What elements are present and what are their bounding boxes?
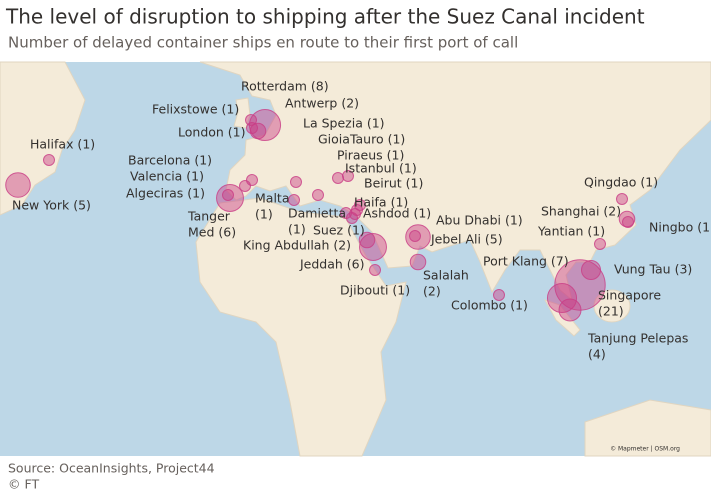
port-bubble [493,289,505,301]
port-bubble [43,154,55,166]
port-label: Jebel Ali (5) [430,232,503,247]
port-label: Malta [255,191,289,206]
port-label: Felixstowe (1) [152,102,239,117]
map-credit: © Mapmeter | OSM.org [610,446,680,453]
port-label: (21) [598,304,624,319]
port-label: London (1) [178,125,246,140]
port-bubble [358,231,376,249]
port-label: New York (5) [12,198,91,213]
port-label: La Spezia (1) [303,116,385,131]
port-bubble [246,122,258,134]
port-label: Istanbul (1) [345,161,417,176]
port-label: Antwerp (2) [285,96,359,111]
port-bubble [249,122,267,140]
port-label: Rotterdam (8) [241,79,329,94]
port-label: GioiaTauro (1) [318,132,405,147]
port-label: Abu Dhabi (1) [436,213,523,228]
port-label: Suez (1) [313,223,365,238]
port-label: Med (6) [188,225,236,240]
port-bubble [618,210,636,228]
port-bubble [594,238,606,250]
port-bubble [622,216,634,228]
port-label: Port Klang (7) [483,254,569,269]
port-label: Algeciras (1) [126,186,205,201]
port-label: Piraeus (1) [337,148,404,163]
port-label: Colombo (1) [451,298,528,313]
port-label: Ashdod (1) [363,206,431,221]
port-label: Vung Tau (3) [614,262,692,277]
port-bubble [616,193,628,205]
source: Source: OceanInsights, Project44 [8,461,215,476]
title: The level of disruption to shipping afte… [5,5,645,29]
port-label: (2) [423,284,441,299]
port-label: Ningbo (1) [649,220,711,235]
port-bubble [546,282,578,314]
basemap [0,61,711,457]
port-bubble [332,172,344,184]
port-bubble [5,172,31,198]
port-label: Qingdao (1) [584,175,658,190]
port-label: Jeddah (6) [299,257,365,272]
port-bubble [405,224,431,250]
port-label: Salalah [423,268,469,283]
port-label: (1) [288,222,306,237]
port-bubble [222,189,234,201]
port-bubble [216,184,244,212]
port-bubble [359,233,387,261]
port-label: Tanjung Pelepas [587,331,688,346]
port-label: (4) [588,347,606,362]
port-label: Shanghai (2) [541,204,621,219]
port-bubble [369,264,381,276]
port-label: Barcelona (1) [128,153,212,168]
port-label: Djibouti (1) [340,283,410,298]
port-bubble [580,259,602,281]
port-bubble [346,212,358,224]
port-label: Tanger [187,209,231,224]
port-bubble [290,176,302,188]
copyright: © FT [8,477,39,492]
port-label: Damietta [288,206,346,221]
port-label: Haifa (1) [354,195,408,210]
port-label: Halifax (1) [30,137,95,152]
port-label: King Abdullah (2) [243,238,351,253]
port-bubble [342,170,354,182]
port-bubble [312,189,324,201]
port-bubble [409,230,421,242]
subtitle: Number of delayed container ships en rou… [8,34,518,52]
port-label: Beirut (1) [364,176,423,191]
port-bubble [239,180,251,192]
port-label: (1) [255,207,273,222]
port-label: Valencia (1) [130,169,204,184]
port-bubble [558,298,582,322]
port-bubble [409,253,427,271]
port-label: Yantian (1) [537,224,605,239]
port-label: Singapore [598,288,661,303]
port-bubble [288,194,300,206]
